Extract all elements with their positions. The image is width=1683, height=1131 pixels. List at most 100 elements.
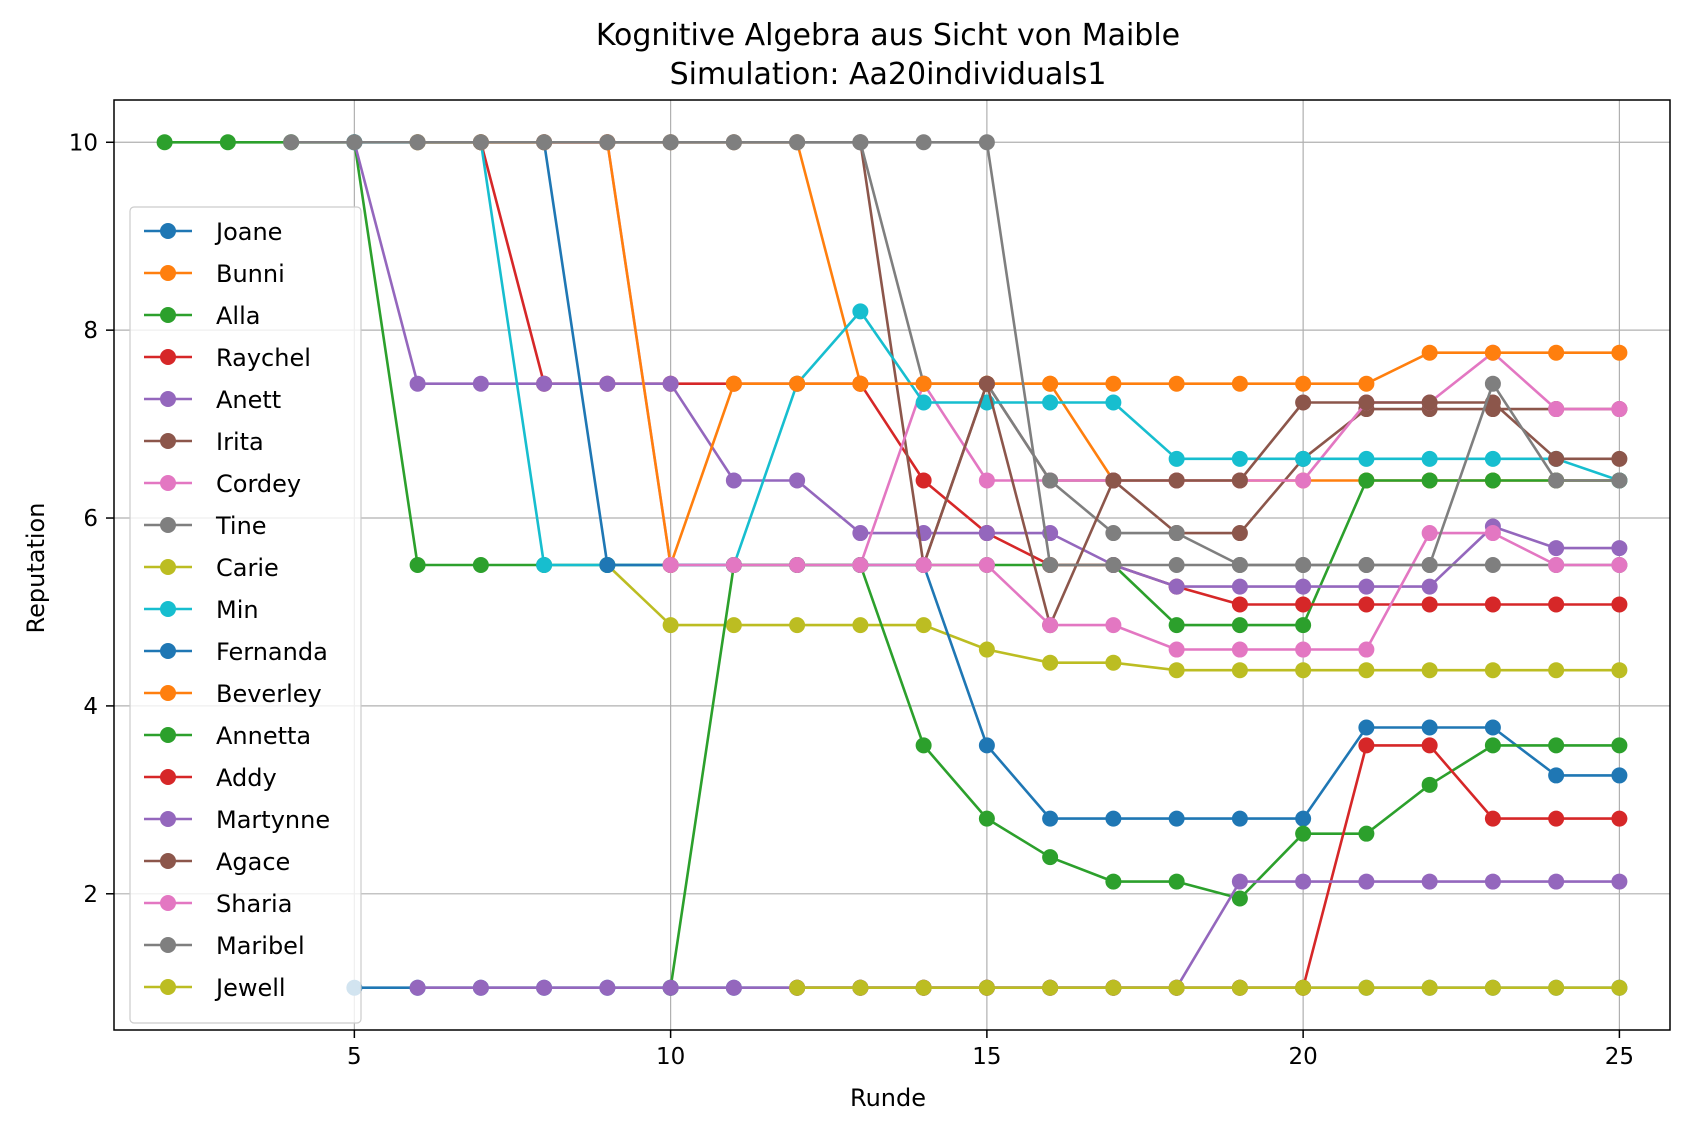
data-point [1295, 450, 1312, 467]
data-point [789, 472, 806, 489]
data-point [852, 525, 869, 542]
series-bunni [409, 134, 1628, 489]
data-point [1295, 472, 1312, 489]
data-point [1295, 375, 1312, 392]
data-point [1611, 472, 1628, 489]
data-point [789, 979, 806, 996]
data-point [1168, 578, 1185, 595]
data-point [1168, 375, 1185, 392]
y-axis-label: Reputation [22, 503, 50, 634]
legend-label: Bunni [216, 260, 285, 288]
legend-item-irita: Irita [144, 428, 264, 456]
legend-label: Sharia [216, 890, 292, 918]
series-line-agace [922, 382, 1620, 627]
data-point [1231, 596, 1248, 613]
data-point [1295, 810, 1312, 827]
data-point [789, 375, 806, 392]
data-point [1358, 596, 1375, 613]
data-point [1611, 979, 1628, 996]
data-point [852, 303, 869, 320]
data-point [1358, 450, 1375, 467]
legend-marker [160, 433, 176, 449]
data-point [1421, 979, 1438, 996]
legend-marker [160, 517, 176, 533]
x-tick-label-10: 10 [656, 1044, 685, 1070]
data-point [599, 979, 616, 996]
data-point [915, 394, 932, 411]
legend-item-annetta: Annetta [144, 722, 311, 750]
legend-marker [160, 727, 176, 743]
data-point [1295, 394, 1312, 411]
legend-label: Beverley [216, 680, 322, 708]
legend-label: Annetta [216, 722, 311, 750]
legend-item-anett: Anett [144, 386, 281, 414]
data-point [1231, 662, 1248, 679]
series-line-martynne [417, 880, 1620, 990]
data-point [789, 557, 806, 573]
legend-marker [160, 475, 176, 491]
data-point [662, 979, 679, 996]
data-point [1295, 596, 1312, 613]
legend-item-cordey: Cordey [144, 470, 301, 498]
data-point [409, 979, 426, 996]
legend-item-agace: Agace [144, 848, 290, 876]
legend-marker [160, 643, 176, 659]
y-tick-label-8: 8 [83, 318, 98, 344]
data-point [1484, 810, 1501, 827]
legend-item-jewell: Jewell [144, 974, 286, 1002]
data-point [1105, 557, 1122, 573]
legend-item-raychel: Raychel [144, 344, 311, 372]
data-point [662, 134, 679, 151]
data-point [472, 375, 489, 392]
series-line-beverley [417, 141, 1620, 567]
data-point [852, 375, 869, 392]
data-point [978, 375, 995, 392]
axis-ticks: 5 10 15 20 25 2 4 6 8 10 [69, 130, 1634, 1070]
legend-marker [160, 769, 176, 785]
data-point [915, 737, 932, 754]
data-point [662, 375, 679, 392]
legend-marker [160, 937, 176, 953]
legend-label: Min [216, 596, 259, 624]
data-point [1358, 979, 1375, 996]
legend-marker [160, 559, 176, 575]
data-point [1421, 719, 1438, 736]
data-point [1484, 873, 1501, 890]
data-point [1231, 810, 1248, 827]
series-line-sharia [670, 531, 1620, 651]
data-point [852, 134, 869, 151]
data-point [599, 557, 616, 573]
data-point [1231, 641, 1248, 658]
legend-item-maribel: Maribel [144, 932, 305, 960]
legend-label: Agace [216, 848, 290, 876]
legend-marker [160, 895, 176, 911]
data-point [599, 375, 616, 392]
data-point [725, 472, 742, 489]
data-point [915, 617, 932, 634]
data-point [1168, 525, 1185, 542]
data-point [1105, 617, 1122, 634]
x-tick-label-5: 5 [347, 1044, 362, 1070]
data-point [978, 979, 995, 996]
chart-subtitle: Simulation: Aa20individuals1 [670, 57, 1107, 92]
data-point [1484, 662, 1501, 679]
data-point [1358, 578, 1375, 595]
data-point [725, 375, 742, 392]
data-point [978, 472, 995, 489]
legend-label: Addy [216, 764, 277, 792]
data-point [1484, 344, 1501, 361]
data-point [1611, 540, 1628, 557]
y-tick-label-2: 2 [83, 882, 98, 908]
data-point [1548, 450, 1565, 467]
data-point [1105, 979, 1122, 996]
data-point [1295, 979, 1312, 996]
data-point [1548, 344, 1565, 361]
legend-marker [160, 265, 176, 281]
data-point [1105, 525, 1122, 542]
data-point [978, 134, 995, 151]
data-point [789, 134, 806, 151]
x-tick-label-20: 20 [1288, 1044, 1317, 1070]
data-point [1421, 737, 1438, 754]
data-point [1358, 472, 1375, 489]
data-point [472, 134, 489, 151]
